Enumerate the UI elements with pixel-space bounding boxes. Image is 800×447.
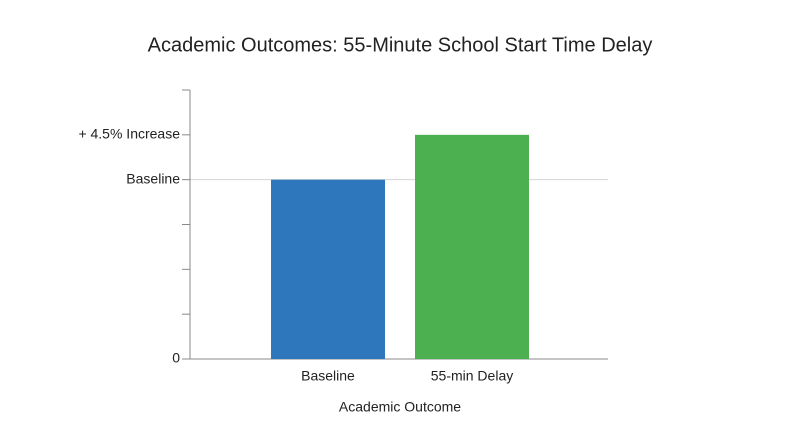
y-tick-label: Baseline bbox=[126, 170, 180, 186]
bar bbox=[271, 179, 385, 359]
y-tick-label: 0 bbox=[172, 350, 180, 366]
y-tick-label: + 4.5% Increase bbox=[78, 126, 180, 142]
x-tick-label: 55-min Delay bbox=[431, 368, 513, 384]
chart-title: Academic Outcomes: 55-Minute School Star… bbox=[148, 34, 653, 56]
x-tick-label: Baseline bbox=[301, 368, 355, 384]
x-axis-label: Academic Outcome bbox=[339, 399, 461, 415]
bar bbox=[415, 134, 529, 359]
